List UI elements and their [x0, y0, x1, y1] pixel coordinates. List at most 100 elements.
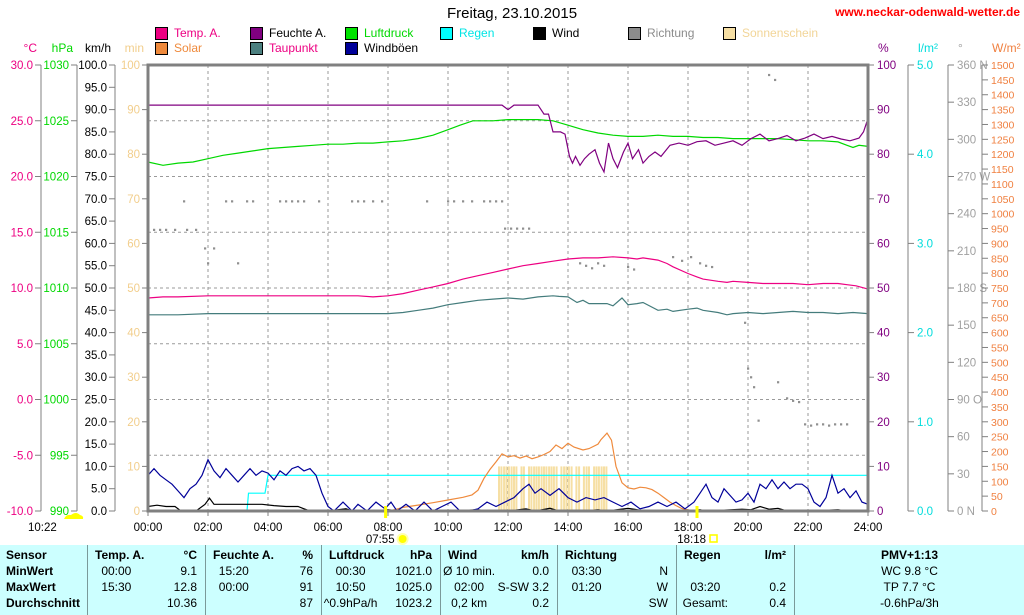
- cell-time: Gesamt:: [682, 596, 729, 610]
- axis-tick-label: 1020: [43, 172, 69, 184]
- axis-tick-label: 950: [991, 224, 1009, 236]
- axis-tick-label: 0.0: [917, 506, 933, 518]
- axis-tick-label: 5.0: [91, 484, 107, 496]
- sunshine-bar: [555, 466, 558, 511]
- axis-tick-label: 240: [957, 209, 976, 221]
- direction-dot: [792, 399, 795, 402]
- direction-dot: [597, 262, 600, 265]
- axis-tick-label: 80: [877, 149, 890, 161]
- axis-tick-label: 10.0: [11, 283, 33, 295]
- x-tick-label: 10:00: [434, 522, 463, 534]
- table-col-feuchte-a-: Feuchte A.% 15:20 76 00:00 91 87: [206, 545, 322, 615]
- table-cell: -0.6hPa/3h: [880, 596, 939, 610]
- cell-value: %: [302, 548, 313, 562]
- x-axis: 00:00 02:00 04:00 06:00 08:00 10:00 12:00 14:00…: [134, 511, 882, 534]
- table-col-temp-a-: Temp. A. °C 00:00 9.1 15:30 12.8 10.36: [88, 545, 206, 615]
- cell-value: 91: [299, 580, 313, 594]
- axis-unit-label: min: [125, 41, 144, 55]
- series-line: [148, 295, 869, 316]
- sunshine-bar: [585, 466, 588, 511]
- direction-dot: [426, 200, 429, 203]
- axis-unit-label: l/m²: [918, 41, 938, 55]
- direction-dot: [681, 259, 684, 262]
- sunshine-bar: [515, 466, 518, 511]
- cell-time: 15:30: [101, 580, 132, 594]
- axis-tick-label: 3.0: [917, 238, 933, 250]
- sunset-icon: [709, 534, 718, 543]
- axis-tick-label: 0: [134, 506, 140, 518]
- axis-tick-label: 70.0: [85, 194, 107, 206]
- sunshine-bar: [545, 466, 548, 511]
- direction-dot: [231, 200, 234, 203]
- axis-tick-label: 1500: [991, 60, 1015, 72]
- legend-label: Richtung: [647, 26, 695, 40]
- axis-tick-label: 25.0: [11, 116, 33, 128]
- axis-tick-label: 100: [121, 60, 140, 72]
- legend-swatch: [723, 26, 736, 40]
- page-title: Freitag, 23.10.2015: [446, 5, 578, 22]
- axis-tick-label: 0: [877, 506, 883, 518]
- legend-swatch: [250, 26, 263, 40]
- cell-time: [206, 595, 262, 611]
- axis-tick-label: 1250: [991, 134, 1015, 146]
- sunshine-bar: [535, 466, 538, 511]
- axis-tick-label: 20: [877, 417, 890, 429]
- axis-unit-label: hPa: [52, 41, 74, 55]
- direction-dot: [828, 424, 831, 427]
- direction-dot: [489, 200, 492, 203]
- axis-tick-label: 60: [957, 432, 970, 444]
- axis-tick-label: 20: [127, 417, 140, 429]
- legend-label: Feuchte A.: [269, 26, 327, 40]
- direction-dot: [279, 200, 282, 203]
- axis-tick-label: 700: [991, 298, 1009, 310]
- axis-tick-label: 95.0: [85, 82, 107, 94]
- website-link[interactable]: www.neckar-odenwald-wetter.de: [835, 5, 1020, 19]
- axis-tick-label: 25.0: [85, 395, 107, 407]
- cell-value: [617, 547, 676, 563]
- cell-time: Luftdruck: [329, 548, 385, 562]
- series-sonnenschein: [498, 466, 608, 511]
- row-label: MaxWert: [6, 580, 56, 594]
- axis-tick-label: 750: [991, 283, 1009, 295]
- x-tick-label: 04:00: [254, 522, 283, 534]
- gridlines: [148, 65, 868, 511]
- cell-value: 76: [299, 564, 313, 578]
- direction-dot: [690, 256, 693, 259]
- direction-dot: [579, 262, 582, 265]
- table-header-cell: Feuchte A.%: [206, 547, 321, 563]
- axis-tick-label: 30.0: [11, 60, 33, 72]
- legend-item-richtung: Richtung: [628, 26, 694, 40]
- sunshine-bar: [560, 466, 563, 511]
- cell-time: Regen: [684, 548, 721, 562]
- direction-dot: [462, 200, 465, 203]
- axis-tick-label: 1005: [43, 339, 69, 351]
- axis-tick-label: 350: [991, 402, 1009, 414]
- axis-tick-label: 1100: [991, 179, 1014, 191]
- axis-tick-label: 100: [991, 476, 1009, 488]
- axis-tick-label: 30: [877, 372, 890, 384]
- x-tick-label: 14:00: [554, 522, 583, 534]
- axis-tick-label: 30: [127, 372, 140, 384]
- axis-humidity: % 0 10 20 30 40 50 60 70 80 90 100: [868, 41, 896, 518]
- table-header-cell: PMV+1:13: [880, 548, 939, 562]
- axis-tick-label: 50.0: [85, 283, 107, 295]
- series-windboeen: [147, 458, 869, 512]
- direction-dot: [381, 200, 384, 203]
- direction-dot: [495, 200, 498, 203]
- direction-dot: [195, 228, 198, 231]
- axis-tick-label: 15.0: [85, 439, 107, 451]
- direction-dot: [672, 256, 675, 259]
- sunshine-bar: [588, 466, 590, 511]
- direction-dot: [501, 200, 504, 203]
- legend-label: Wind: [552, 26, 580, 40]
- axis-tick-label: 450: [991, 372, 1009, 384]
- cell-value: 0.2: [532, 596, 549, 610]
- cell-value: 9.1: [180, 564, 197, 578]
- cell-value: 10.36: [166, 596, 197, 610]
- sunshine-bar: [548, 466, 551, 511]
- plot-frame: [146, 63, 870, 513]
- axis-tick-label: 35.0: [85, 350, 107, 362]
- sunshine-bar: [503, 466, 506, 511]
- table-col-regen: Regen l/m² 03:20 0.2 Gesamt: 0.4: [677, 545, 795, 615]
- direction-dot: [447, 200, 450, 203]
